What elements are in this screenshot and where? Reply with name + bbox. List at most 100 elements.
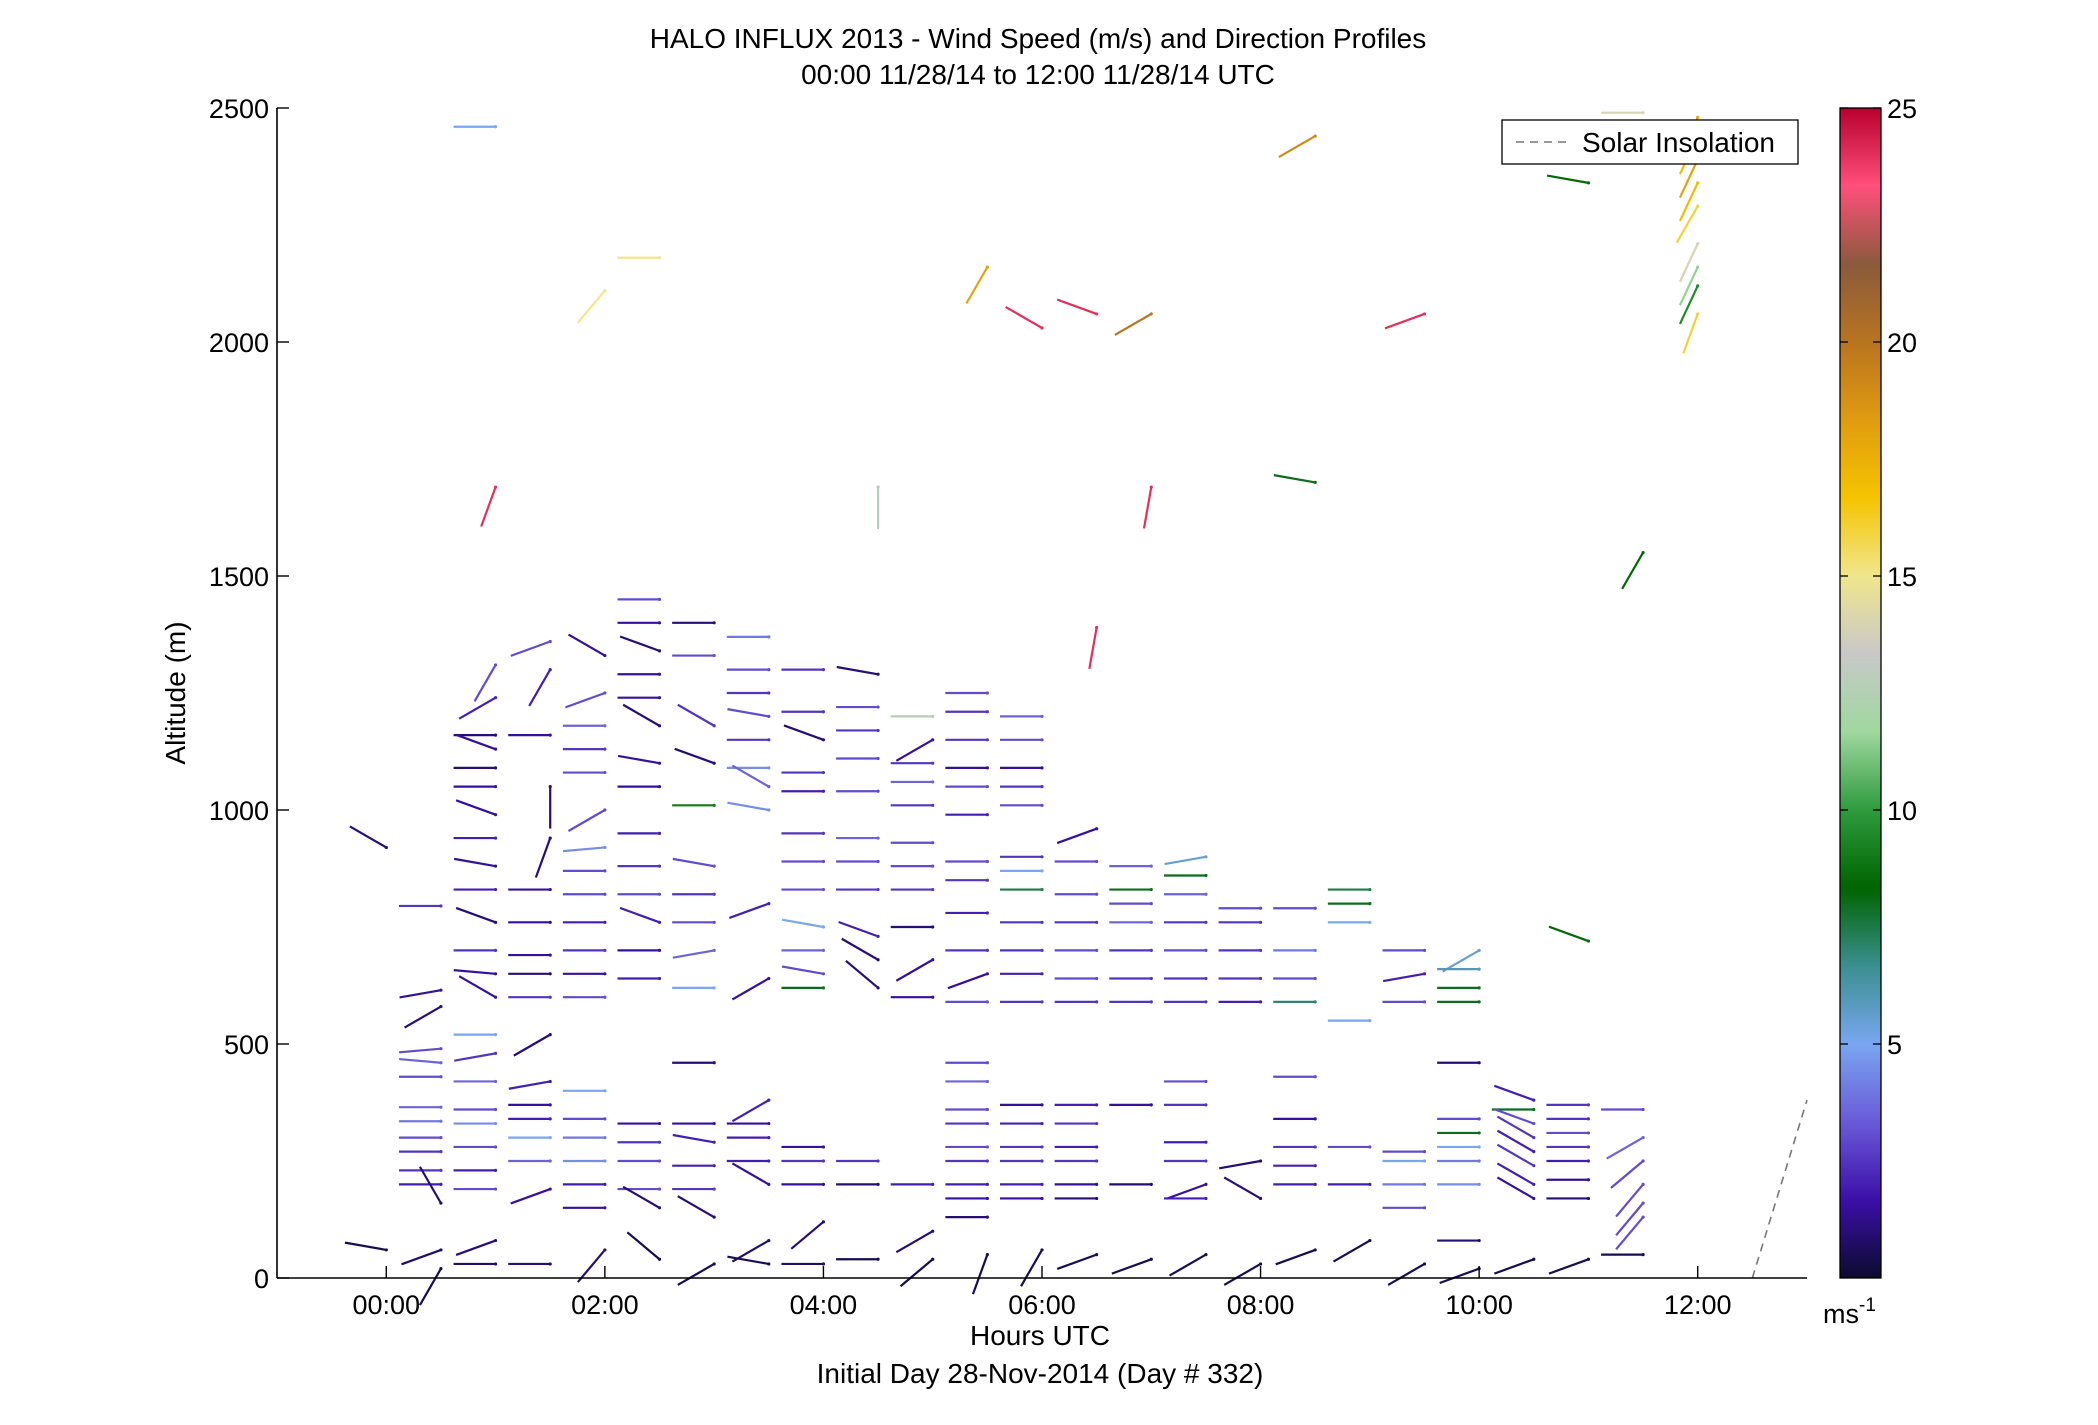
wind-barb	[1088, 627, 1098, 670]
wind-barb-origin	[1422, 972, 1427, 976]
wind-barb-origin	[1641, 1215, 1645, 1219]
wind-barb-origin	[439, 1248, 443, 1252]
wind-barb-origin	[821, 972, 826, 976]
wind-barb	[1615, 1216, 1644, 1251]
wind-barb-origin	[1095, 1182, 1099, 1186]
wind-barb-origin	[603, 1159, 607, 1163]
wind-barb-origin	[1095, 625, 1099, 630]
wind-barb-origin	[1586, 939, 1591, 943]
wind-barb-origin	[1696, 265, 1700, 269]
wind-barb	[508, 1080, 551, 1090]
wind-barb-origin	[712, 920, 716, 924]
wind-barb	[626, 1231, 661, 1261]
wind-barb-origin	[767, 1238, 771, 1243]
wind-barb	[1382, 972, 1425, 983]
wind-barb-origin	[603, 845, 607, 850]
wind-barb-origin	[603, 995, 607, 999]
wind-barb	[1223, 1176, 1262, 1200]
wind-barb-origin	[712, 621, 716, 625]
wind-barb-origin	[1313, 1000, 1317, 1004]
wind-barb-origin	[1313, 948, 1317, 953]
wind-barb-origin	[1368, 920, 1372, 924]
wind-barb	[622, 703, 661, 727]
wind-barb	[1678, 285, 1699, 325]
wind-barb-origin	[493, 995, 498, 999]
wind-barb-origin	[931, 1229, 935, 1233]
wind-barb-origin	[439, 1182, 443, 1186]
wind-barb-origin	[1313, 134, 1317, 138]
wind-barb-origin	[712, 1061, 716, 1065]
legend: Solar Insolation	[1501, 119, 1799, 165]
wind-barb-origin	[712, 1187, 716, 1191]
wind-barb-origin	[1586, 1117, 1591, 1121]
wind-barb-origin	[712, 986, 716, 990]
wind-barb-origin	[1095, 1253, 1099, 1257]
wind-barb-origin	[1477, 1061, 1481, 1065]
wind-barb	[454, 857, 496, 868]
wind-barb-origin	[603, 1248, 607, 1252]
x-tick-label: 12:00	[1664, 1290, 1732, 1320]
colorbar-tick-label: 15	[1887, 562, 1917, 592]
wind-barb-origin	[1040, 1121, 1044, 1126]
wind-barb-origin	[712, 892, 716, 896]
wind-barb-origin	[1204, 1182, 1208, 1186]
wind-barb-origin	[603, 1089, 607, 1093]
wind-barb-origin	[1586, 1257, 1591, 1261]
wind-barb-origin	[657, 831, 662, 836]
x-tick-label: 00:00	[352, 1290, 420, 1320]
wind-barb-origin	[1532, 1150, 1536, 1154]
wind-barb-origin	[548, 1117, 552, 1121]
wind-barb	[781, 918, 824, 929]
wind-barb-origin	[985, 911, 989, 915]
wind-barb-origin	[439, 988, 443, 992]
wind-barb-origin	[876, 728, 880, 733]
wind-barb-origin	[493, 948, 498, 953]
wind-barb	[1169, 1253, 1207, 1277]
wind-barb-origin	[493, 864, 498, 868]
wind-barb-origin	[1149, 887, 1153, 892]
wind-barb-origin	[1095, 892, 1099, 896]
wind-barb	[1496, 1143, 1535, 1167]
colorbar-tick-label: 5	[1887, 1030, 1902, 1060]
wind-barb-origin	[1040, 920, 1044, 924]
wind-barb	[677, 703, 715, 727]
wind-barb-origin	[1204, 1000, 1208, 1004]
wind-barb-origin	[821, 1182, 826, 1186]
wind-barb-origin	[712, 803, 716, 807]
wind-barb	[567, 633, 606, 657]
wind-barb-origin	[1696, 204, 1700, 208]
wind-barb-origin	[603, 948, 607, 953]
wind-barb	[453, 969, 496, 975]
wind-barb-origin	[1586, 1131, 1591, 1135]
plot-area	[277, 108, 1807, 1278]
wind-barb-origin	[876, 934, 880, 938]
wind-barb-origin	[985, 785, 989, 789]
wind-barb	[473, 664, 497, 702]
wind-barb-origin	[603, 1117, 607, 1121]
wind-barb-origin	[1040, 738, 1044, 742]
wind-barb-origin	[548, 1159, 552, 1163]
wind-barb-origin	[876, 986, 880, 990]
wind-barb-origin	[1422, 1206, 1427, 1210]
wind-barb-origin	[603, 892, 607, 896]
wind-barb-origin	[1532, 1121, 1536, 1126]
wind-barb-origin	[1586, 1196, 1591, 1201]
wind-barb-origin	[1040, 1103, 1044, 1107]
wind-barb-origin	[931, 958, 935, 962]
wind-barb-origin	[1641, 1159, 1645, 1163]
wind-barb-origin	[767, 785, 771, 789]
wind-barb	[677, 1195, 715, 1219]
wind-barb	[398, 1057, 442, 1064]
wind-barb	[1387, 1263, 1426, 1286]
wind-barb-origin	[657, 696, 662, 700]
wind-barb	[971, 1254, 989, 1295]
wind-barb	[455, 906, 496, 924]
wind-barb-origin	[821, 1145, 826, 1149]
colorbar-tick-label: 10	[1887, 796, 1917, 826]
wind-barb-origin	[821, 1262, 826, 1266]
wind-barb	[513, 1033, 551, 1057]
wind-barb-origin	[985, 1061, 989, 1065]
wind-barb-origin	[1095, 1196, 1099, 1201]
wind-barb-origin	[1696, 181, 1700, 185]
